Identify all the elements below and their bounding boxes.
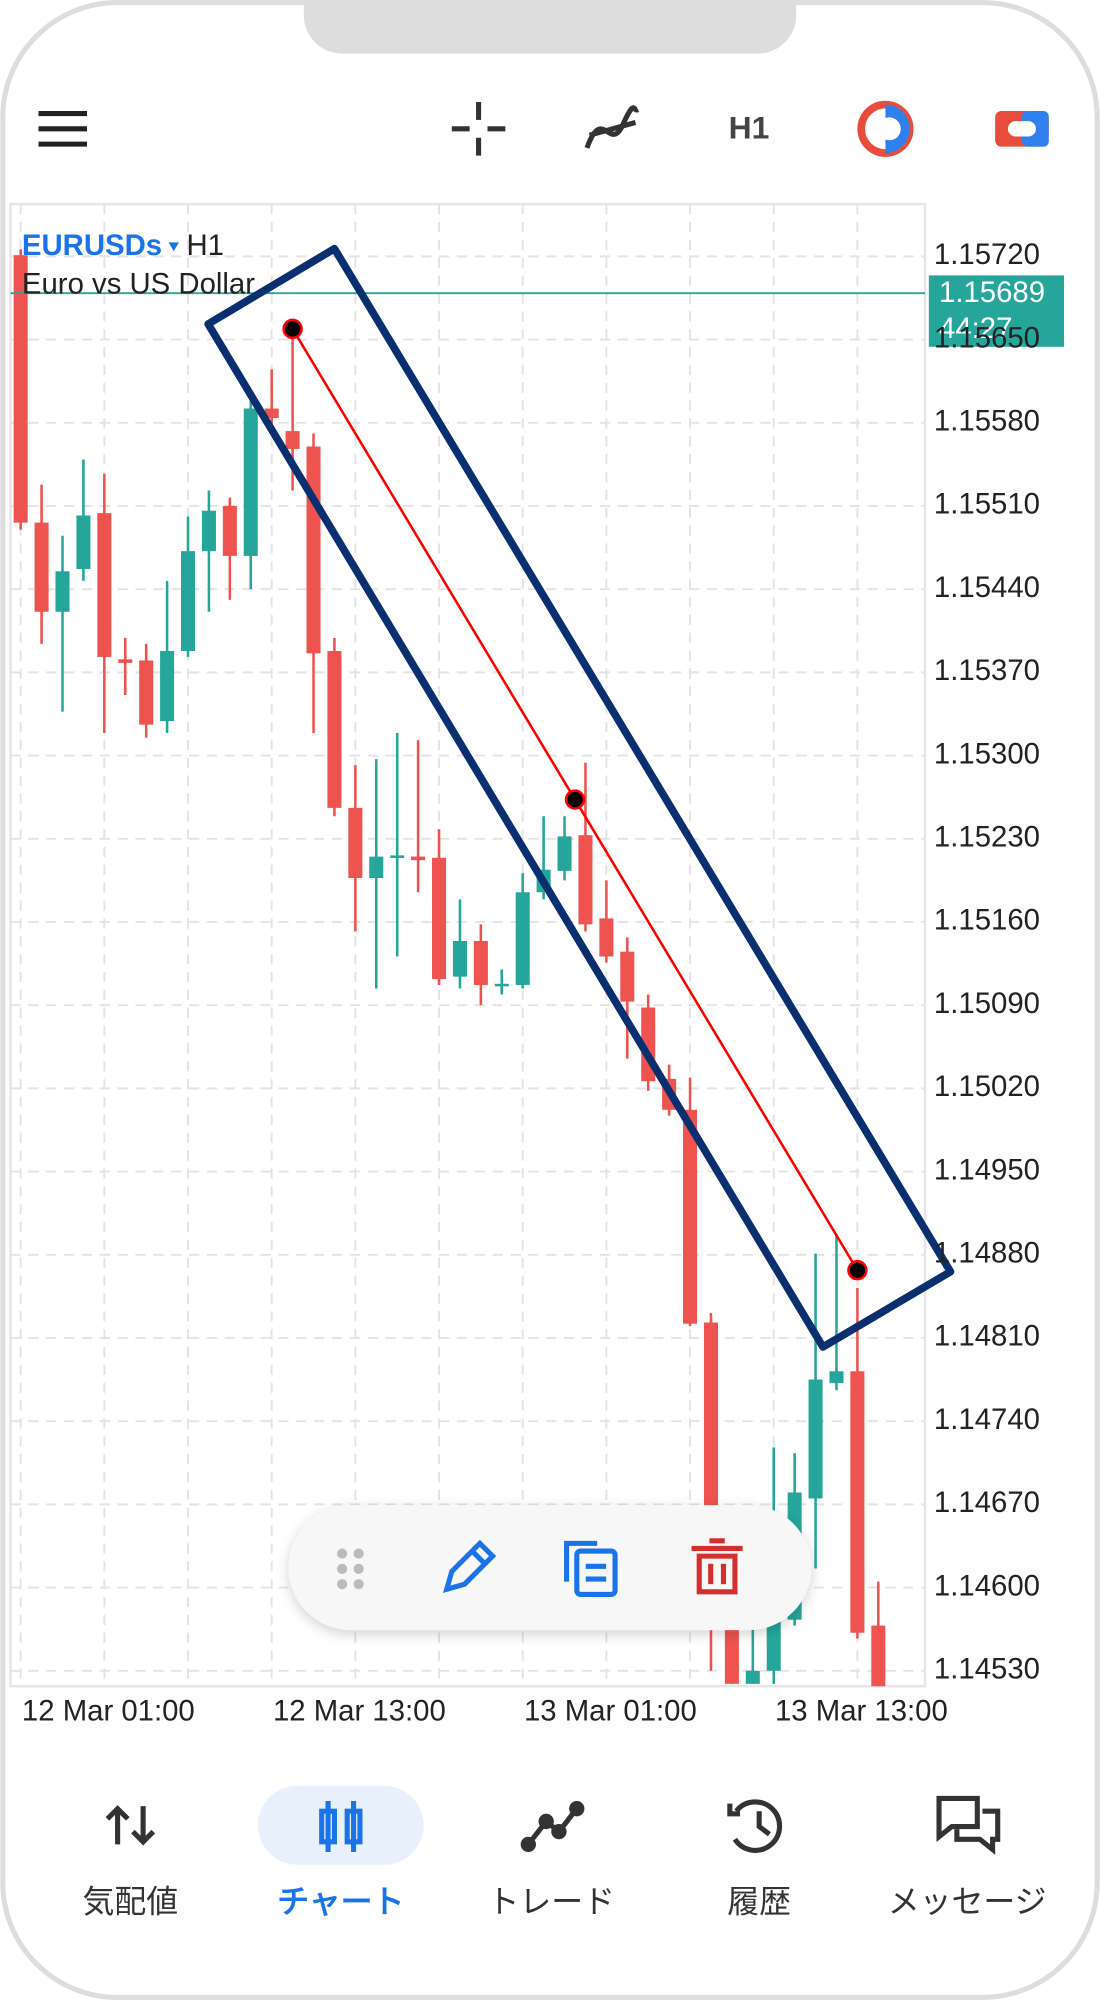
y-tick-label: 1.14530 [934, 1653, 1040, 1686]
indicators-button[interactable] [584, 105, 640, 149]
drag-handle[interactable] [336, 1548, 364, 1590]
nav-active-pill [257, 1785, 424, 1865]
candle-body [13, 255, 28, 523]
y-tick-label: 1.14600 [934, 1569, 1040, 1602]
y-tick-label: 1.15650 [934, 321, 1040, 354]
y-tick-label: 1.15300 [934, 737, 1040, 770]
y-tick-label: 1.15370 [934, 654, 1040, 687]
candle-body [683, 1109, 698, 1324]
candle-body [745, 1670, 760, 1684]
candle-body [76, 515, 91, 569]
y-tick-label: 1.14810 [934, 1320, 1040, 1353]
candle-body [871, 1625, 886, 1687]
menu-button[interactable] [38, 110, 87, 147]
x-tick-label: 12 Mar 13:00 [273, 1695, 446, 1728]
nav-label[interactable]: 気配値 [83, 1884, 179, 1920]
price-box [928, 275, 1065, 347]
candle-body [369, 856, 384, 878]
delete-button[interactable] [691, 1538, 743, 1595]
candle-body [139, 660, 154, 725]
trade-toggle-button[interactable] [995, 110, 1049, 147]
candle-body [34, 522, 49, 612]
nav-label[interactable]: トレード [488, 1884, 616, 1920]
copy-button[interactable] [564, 1540, 618, 1597]
candle-body [201, 510, 216, 552]
candle-body [473, 940, 488, 985]
candle-body [180, 551, 196, 651]
candle-body [452, 940, 467, 977]
crosshair-button[interactable] [451, 102, 506, 156]
x-tick-label: 12 Mar 01:00 [22, 1695, 195, 1728]
timeframe-button[interactable]: H1 [729, 110, 770, 146]
y-tick-label: 1.14740 [934, 1403, 1040, 1436]
plot-border [9, 202, 927, 1688]
trendline-anchor [564, 789, 586, 810]
nav-label[interactable]: メッセージ [888, 1884, 1047, 1920]
candle-body [55, 571, 70, 612]
candle-body [557, 836, 572, 871]
candle-body [348, 807, 363, 878]
candle-body [327, 650, 342, 808]
object-toolbar-bg [288, 1505, 812, 1631]
candle-body [390, 855, 405, 858]
candle-body [118, 659, 133, 663]
chart-icon [319, 1801, 363, 1853]
symbol-dropdown-arrow [168, 242, 179, 252]
candle-body [599, 918, 614, 957]
messages-icon [936, 1795, 1001, 1855]
candle-body [515, 892, 530, 985]
current-price-label: 1.15689 [939, 276, 1045, 309]
candle-body [306, 446, 321, 654]
bar-timer: 44:27 [939, 312, 1012, 345]
y-tick-label: 1.15230 [934, 821, 1040, 854]
candle-body [264, 408, 279, 419]
y-tick-label: 1.14880 [934, 1237, 1040, 1270]
y-tick-label: 1.15090 [934, 987, 1040, 1020]
candle-body [285, 431, 300, 449]
candle-body [578, 835, 593, 925]
y-tick-label: 1.15580 [934, 405, 1040, 438]
y-tick-label: 1.15510 [934, 488, 1040, 521]
notch [303, 0, 797, 54]
candle-body [850, 1371, 865, 1633]
candle-body [160, 650, 175, 722]
chart-timeframe: H1 [186, 229, 223, 262]
nav-label[interactable]: チャート [277, 1884, 404, 1920]
object-toolbar [288, 1505, 812, 1631]
clock-button[interactable] [857, 100, 914, 157]
candle-body [620, 951, 635, 1002]
x-tick-label: 13 Mar 13:00 [775, 1695, 948, 1728]
y-tick-label: 1.15720 [934, 238, 1040, 271]
y-tick-label: 1.15160 [934, 904, 1040, 937]
x-tick-label: 13 Mar 01:00 [524, 1695, 697, 1728]
candle-body [829, 1371, 844, 1384]
y-tick-label: 1.14950 [934, 1153, 1040, 1186]
nav-label[interactable]: 履歴 [727, 1884, 791, 1920]
candle-body [808, 1379, 823, 1499]
quotes-icon [105, 1805, 156, 1846]
y-tick-label: 1.15440 [934, 571, 1040, 604]
candle-body [411, 856, 426, 861]
candle-body [243, 408, 258, 556]
symbol-description: Euro vs US Dollar [22, 267, 255, 300]
history-icon [727, 1799, 783, 1853]
trendline-anchor [282, 318, 303, 340]
trade-icon [520, 1801, 585, 1853]
edit-button[interactable] [442, 1539, 497, 1594]
candle-body [222, 505, 237, 556]
candle-body [494, 983, 509, 987]
trendline-anchor [847, 1260, 868, 1281]
selection-frame [204, 244, 955, 1351]
candle-body [97, 513, 112, 657]
candle-body [703, 1322, 718, 1531]
candle-body [432, 857, 447, 980]
y-tick-label: 1.14670 [934, 1486, 1040, 1519]
symbol-label[interactable]: EURUSDs [22, 229, 162, 262]
y-tick-label: 1.15020 [934, 1070, 1040, 1103]
